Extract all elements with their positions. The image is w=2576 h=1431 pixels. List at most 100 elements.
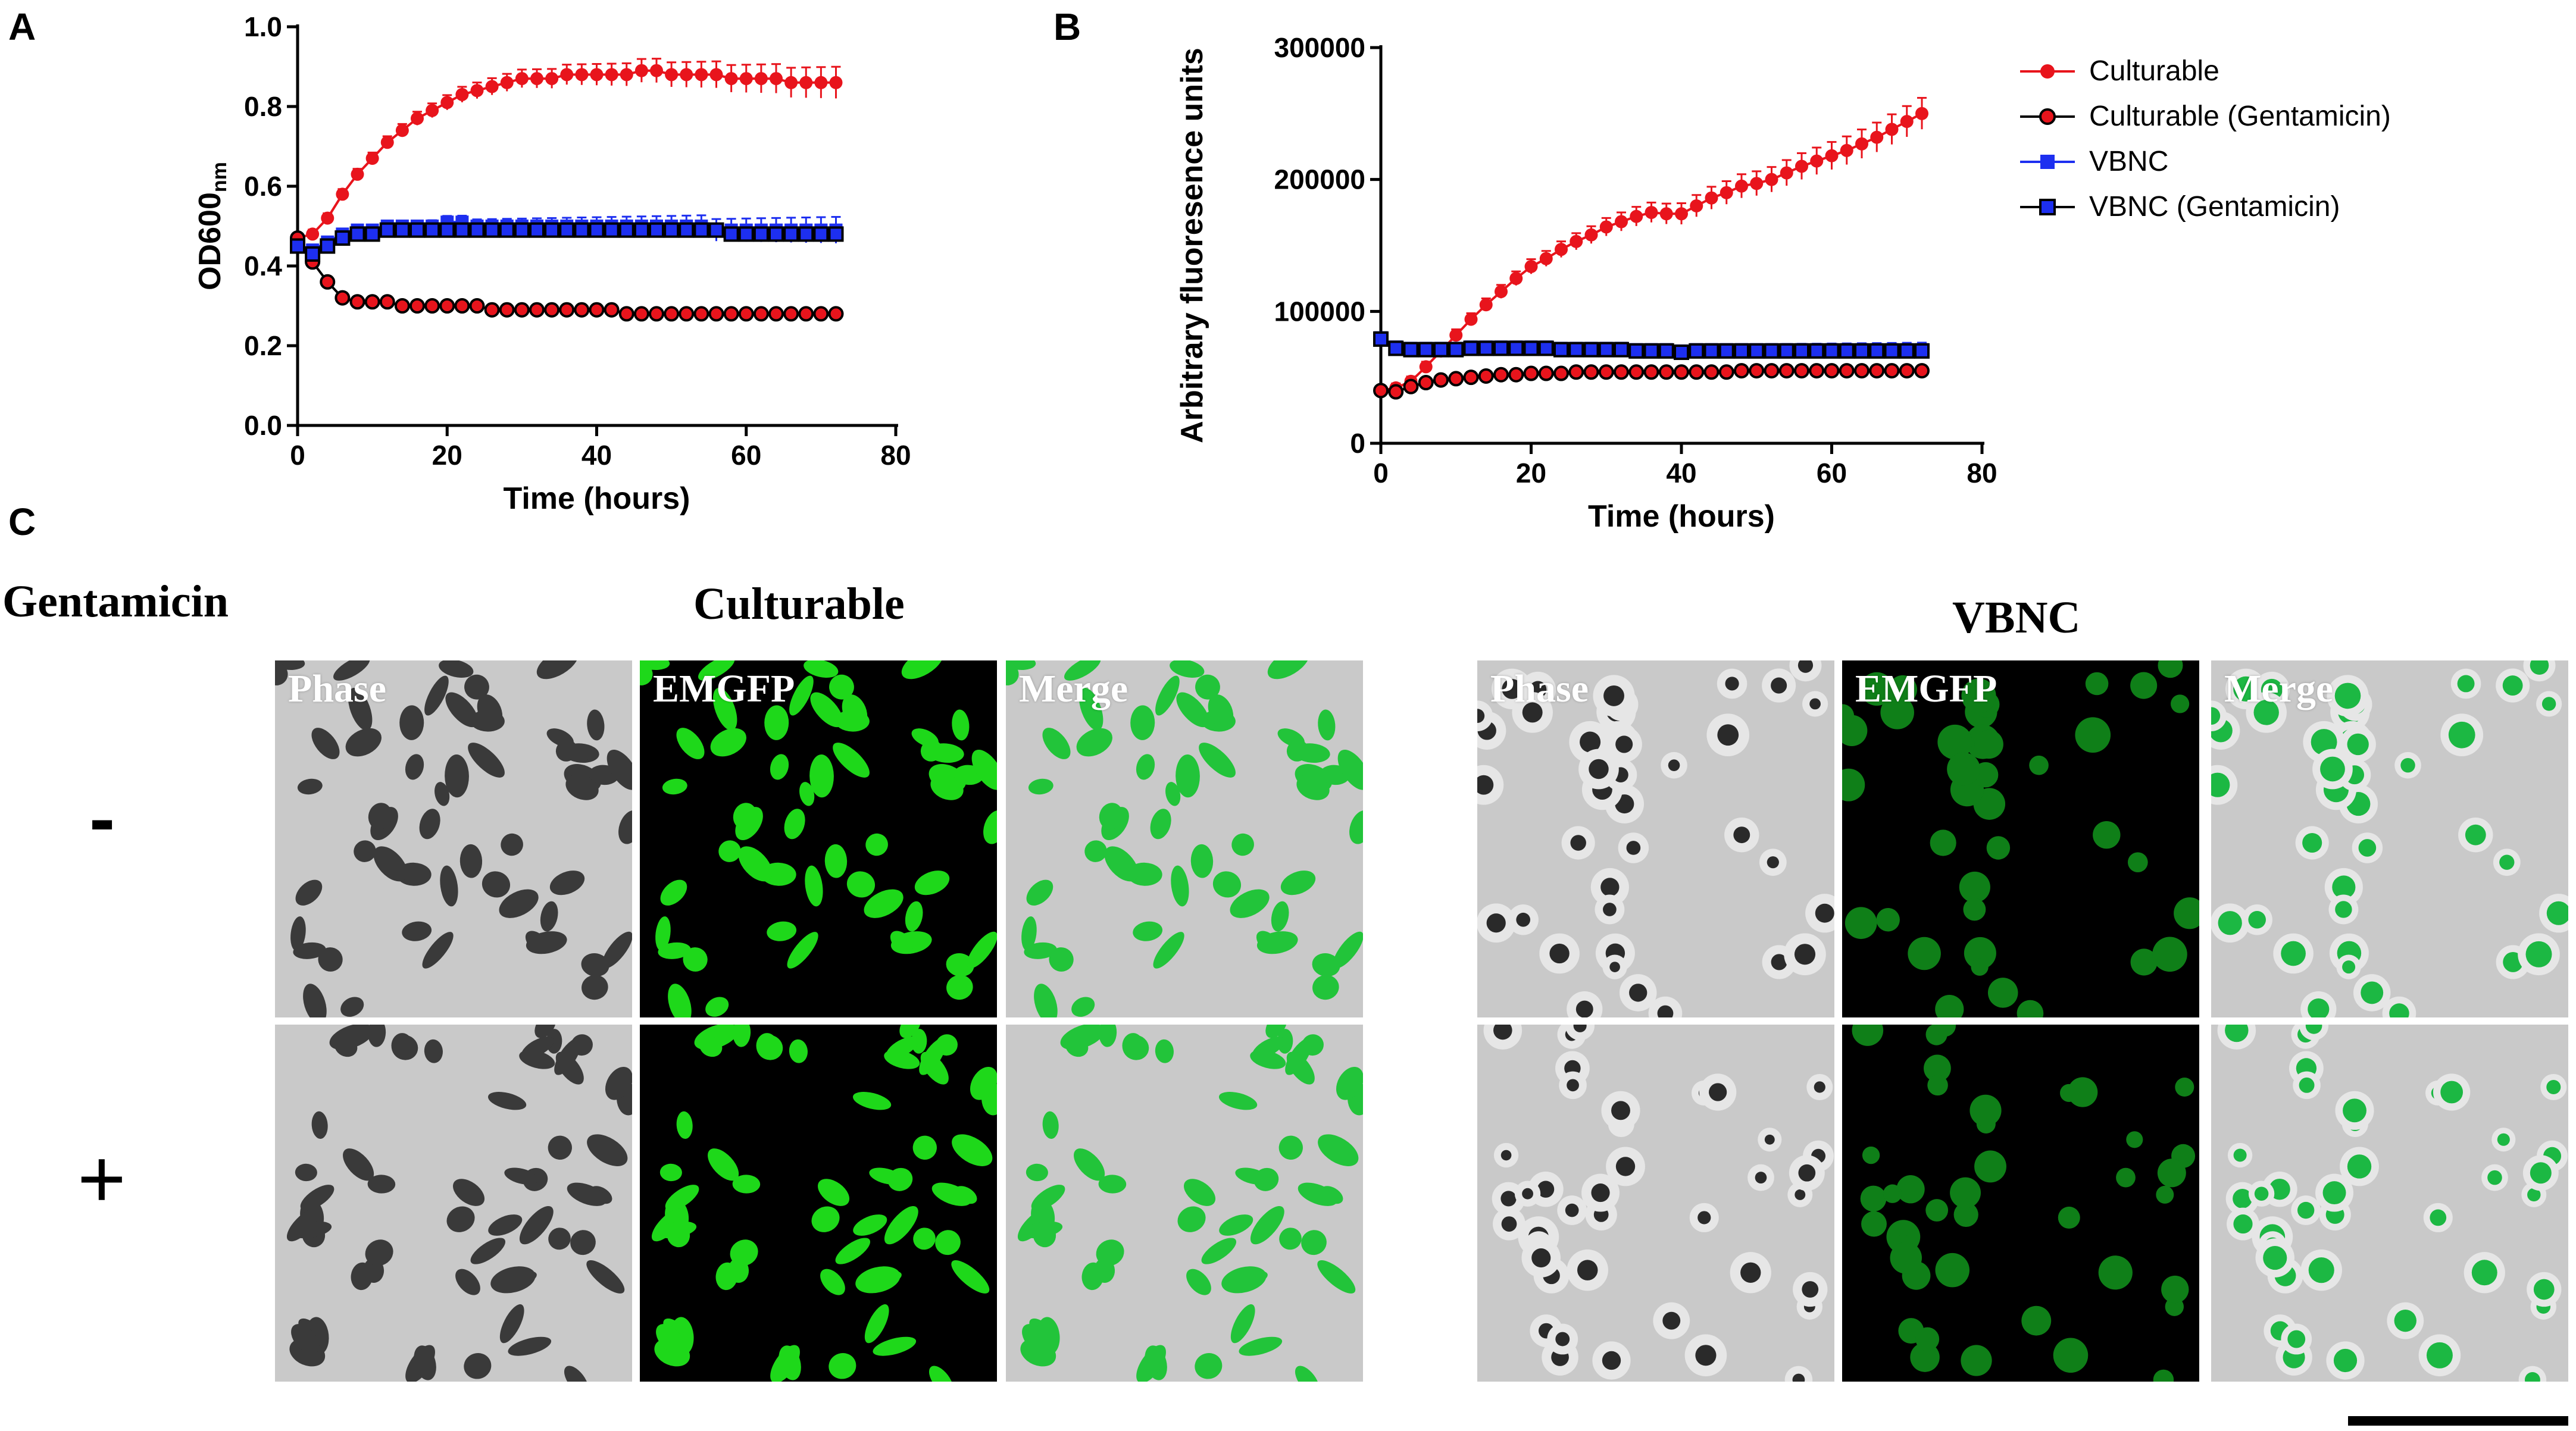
data-point: [306, 227, 320, 241]
cell: [1099, 803, 1123, 830]
data-point: [1778, 363, 1795, 379]
cell: [2116, 1167, 2136, 1188]
cell: [2085, 672, 2109, 696]
data-point: [1854, 343, 1870, 359]
micrograph-vbnc-emgfp-plus: [1842, 1025, 2199, 1382]
cell: [2281, 941, 2306, 966]
cell: [2525, 941, 2552, 967]
data-point: [1659, 207, 1673, 221]
data-point: [604, 222, 620, 238]
data-point: [321, 211, 334, 225]
cell: [1104, 846, 1139, 882]
data-point: [559, 222, 575, 238]
data-point: [1840, 143, 1853, 157]
cell: [333, 660, 370, 681]
data-point: [768, 226, 784, 242]
cell: [1603, 685, 1624, 706]
data-point: [290, 238, 305, 254]
cell: [2174, 897, 2199, 929]
data-point: [499, 302, 515, 318]
cell: [311, 728, 340, 759]
data-point: [1555, 243, 1568, 256]
x-tick-label: 40: [1666, 458, 1696, 489]
cell: [2157, 1158, 2186, 1188]
cell: [419, 809, 440, 840]
data-point: [575, 68, 589, 82]
cell: [602, 931, 632, 969]
data-point: [1824, 363, 1840, 379]
group-title-culturable: Culturable: [693, 579, 905, 629]
cell: [1591, 1183, 1610, 1203]
cell: [587, 709, 605, 741]
series-vbnc-gentamicin-: [1373, 331, 1930, 361]
cell: [2175, 1078, 2194, 1097]
channel-label: Phase: [288, 667, 386, 710]
group-title-vbnc: VBNC: [1952, 593, 2081, 643]
data-point: [1615, 215, 1628, 228]
cell: [1208, 694, 1234, 728]
cell: [607, 749, 632, 790]
micrograph-image: [2211, 660, 2568, 1017]
cell: [1477, 775, 1494, 795]
cell: [1278, 1135, 1303, 1160]
cell-halo: [1477, 700, 1493, 731]
cell: [2361, 981, 2384, 1004]
cell: [1486, 913, 1506, 933]
cell: [470, 1238, 506, 1264]
cell: [1318, 1134, 1359, 1166]
data-point: [469, 298, 485, 314]
data-point: [529, 222, 545, 238]
cell: [2308, 1257, 2334, 1283]
data-point: [708, 222, 724, 238]
data-point: [828, 226, 844, 242]
data-point: [560, 68, 574, 82]
cell: [1221, 1266, 1267, 1294]
micrograph-vbnc-merge-plus: [2211, 1025, 2568, 1382]
cell: [2017, 1000, 2044, 1017]
cell: [655, 1221, 697, 1239]
cell: [1974, 729, 2003, 759]
cell: [1042, 728, 1071, 759]
legend-marker-culturable-gentamicin: [2020, 108, 2075, 125]
cell: [2533, 1279, 2555, 1300]
cell: [1136, 1345, 1166, 1382]
cell: [1195, 1352, 1223, 1379]
data-point: [634, 64, 648, 77]
cell: [1195, 674, 1220, 700]
cell: [1076, 728, 1112, 757]
cell: [1522, 1188, 1534, 1200]
cell: [952, 709, 970, 741]
y-tick-label: 0.6: [244, 171, 282, 202]
cell: [1792, 1373, 1805, 1382]
cell: [1580, 731, 1601, 753]
micrograph-image: [275, 660, 632, 1017]
cell: [343, 1148, 374, 1181]
cell: [508, 1336, 552, 1356]
data-point: [529, 302, 545, 318]
cell: [2487, 1170, 2502, 1185]
data-point: [1809, 363, 1825, 379]
data-point: [1598, 342, 1614, 358]
cell: [367, 1175, 396, 1194]
data-point: [1643, 364, 1659, 380]
cell: [1798, 1164, 1816, 1182]
data-point: [664, 306, 680, 322]
micrograph-image: [640, 660, 997, 1017]
data-point: [680, 68, 693, 82]
cell: [853, 1214, 887, 1236]
cell: [422, 932, 454, 969]
cell: [1049, 947, 1074, 972]
data-point: [349, 294, 365, 310]
cell: [1842, 704, 1855, 728]
cell: [567, 1182, 607, 1206]
cell: [1184, 1179, 1216, 1206]
cell: [490, 1266, 536, 1294]
cell: [1280, 871, 1316, 895]
cell: [901, 660, 943, 680]
cell: [1842, 768, 1865, 801]
cell: [1969, 1094, 2002, 1126]
cell: [2299, 1077, 2315, 1093]
cell: [829, 1352, 856, 1379]
data-point: [1448, 342, 1464, 358]
data-point: [1885, 123, 1899, 136]
